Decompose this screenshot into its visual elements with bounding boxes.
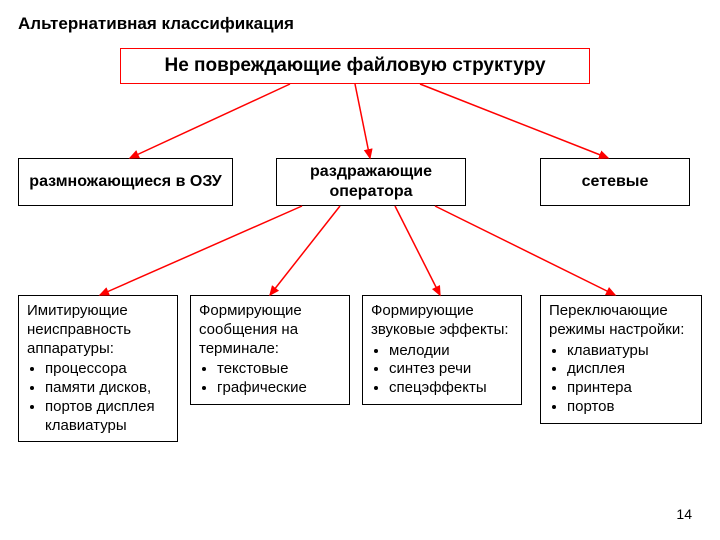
leaf-2-item: графические bbox=[217, 379, 341, 398]
root-node-label: Не повреждающие файловую структуру bbox=[164, 54, 545, 78]
leaf-1-item: портов дисплея клавиатуры bbox=[45, 398, 169, 436]
leaf-3-item: спецэффекты bbox=[389, 379, 513, 398]
edge-arrow bbox=[395, 206, 440, 295]
mid-node-1-label: размножающиеся в ОЗУ bbox=[29, 172, 221, 192]
mid-node-3-label: сетевые bbox=[582, 172, 649, 192]
leaf-2-item: текстовые bbox=[217, 360, 341, 379]
leaf-4-item: дисплея bbox=[567, 360, 693, 379]
leaf-1-heading: Имитирующие неисправность аппаратуры: bbox=[27, 302, 169, 358]
leaf-1-item: памяти дисков, bbox=[45, 379, 169, 398]
leaf-3-item: мелодии bbox=[389, 342, 513, 361]
root-node: Не повреждающие файловую структуру bbox=[120, 48, 590, 84]
leaf-3-item: синтез речи bbox=[389, 360, 513, 379]
leaf-3-heading: Формирующие звуковые эффекты: bbox=[371, 302, 513, 340]
page-title: Альтернативная классификация bbox=[18, 14, 294, 34]
leaf-2-heading: Формирующие сообщения на терминале: bbox=[199, 302, 341, 358]
edge-arrow bbox=[420, 84, 608, 158]
page-number: 14 bbox=[676, 506, 692, 522]
edge-arrow bbox=[355, 84, 370, 158]
leaf-4-list: клавиатуры дисплея принтера портов bbox=[549, 342, 693, 417]
mid-node-2: раздражающие оператора bbox=[276, 158, 466, 206]
leaf-1-list: процессора памяти дисков, портов дисплея… bbox=[27, 360, 169, 435]
leaf-2-list: текстовые графические bbox=[199, 360, 341, 398]
mid-node-2-label: раздражающие оператора bbox=[285, 162, 457, 202]
edge-arrow bbox=[435, 206, 615, 295]
mid-node-1: размножающиеся в ОЗУ bbox=[18, 158, 233, 206]
leaf-node-2: Формирующие сообщения на терминале: текс… bbox=[190, 295, 350, 405]
leaf-4-item: клавиатуры bbox=[567, 342, 693, 361]
leaf-node-1: Имитирующие неисправность аппаратуры: пр… bbox=[18, 295, 178, 442]
leaf-4-heading: Переключающие режимы настройки: bbox=[549, 302, 693, 340]
edge-arrow bbox=[270, 206, 340, 295]
edge-arrow bbox=[130, 84, 290, 158]
mid-node-3: сетевые bbox=[540, 158, 690, 206]
leaf-1-item: процессора bbox=[45, 360, 169, 379]
leaf-3-list: мелодии синтез речи спецэффекты bbox=[371, 342, 513, 398]
leaf-node-4: Переключающие режимы настройки: клавиату… bbox=[540, 295, 702, 424]
leaf-4-item: принтера bbox=[567, 379, 693, 398]
edge-arrow bbox=[100, 206, 302, 295]
leaf-4-item: портов bbox=[567, 398, 693, 417]
leaf-node-3: Формирующие звуковые эффекты: мелодии си… bbox=[362, 295, 522, 405]
